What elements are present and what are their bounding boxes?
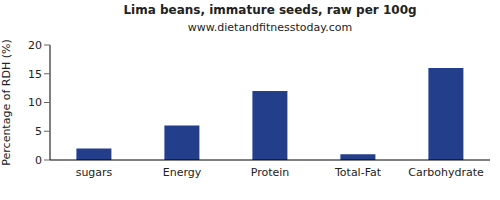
svg-text:5: 5 bbox=[35, 125, 42, 138]
svg-text:0: 0 bbox=[35, 154, 42, 167]
svg-text:sugars: sugars bbox=[76, 166, 113, 179]
svg-text:Carbohydrate: Carbohydrate bbox=[408, 166, 484, 179]
html-text:Lima beans, immature seeds, ra: Lima beans, immature seeds, raw per 100g bbox=[123, 3, 417, 17]
svg-text:Percentage of RDH (%): Percentage of RDH (%) bbox=[8, 39, 13, 165]
svg-text:Protein: Protein bbox=[251, 166, 290, 179]
svg-text:Total-Fat: Total-Fat bbox=[334, 166, 382, 179]
svg-text:10: 10 bbox=[28, 96, 42, 109]
html-text:www.dietandfitnesstoday.com: www.dietandfitnesstoday.com bbox=[187, 21, 353, 34]
svg-text:Energy: Energy bbox=[163, 166, 202, 179]
svg-text:15: 15 bbox=[28, 68, 42, 81]
svg-text:20: 20 bbox=[28, 39, 42, 52]
